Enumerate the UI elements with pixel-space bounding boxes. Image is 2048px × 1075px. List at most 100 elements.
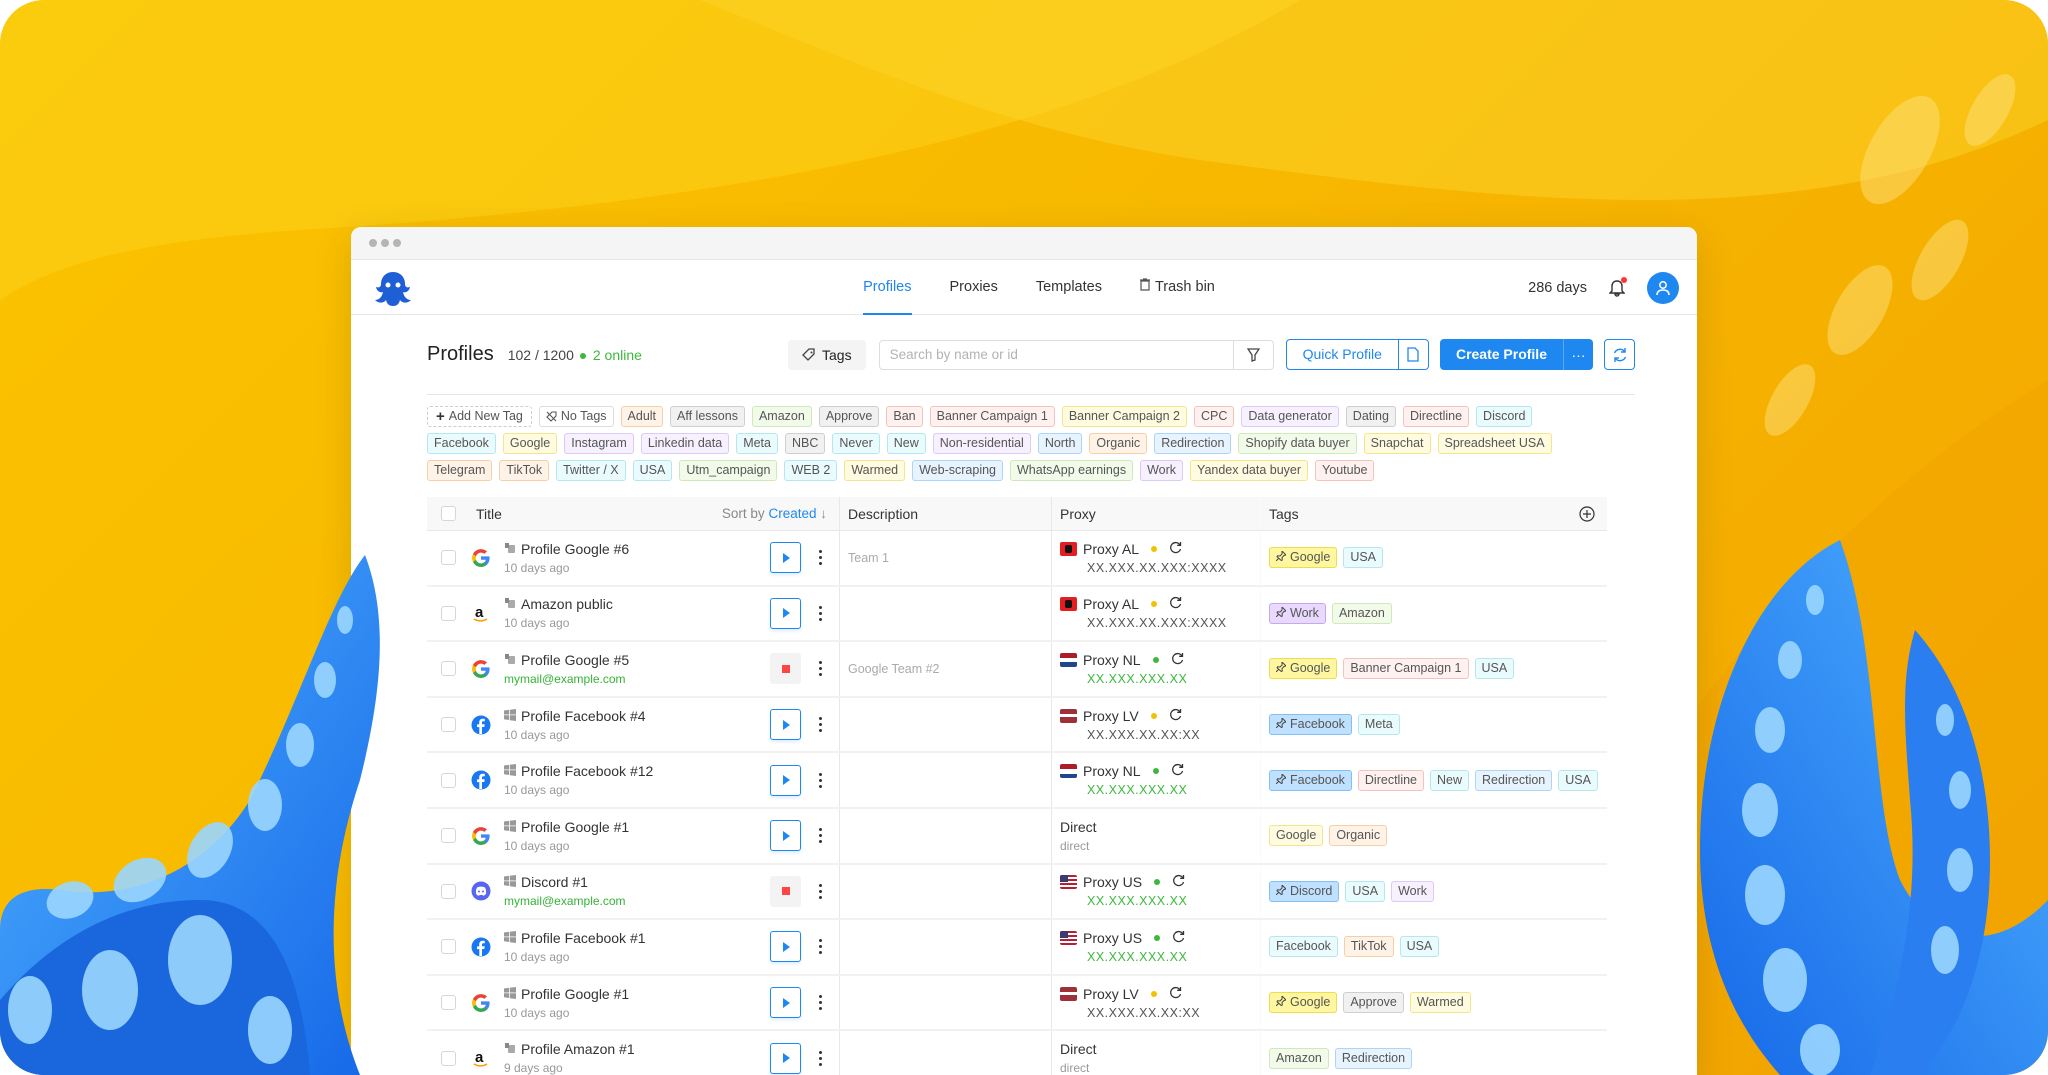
tag-filter-chip[interactable]: Discord [1476, 406, 1533, 427]
row-menu-button[interactable] [815, 995, 825, 1011]
proxy-refresh-icon[interactable] [1169, 541, 1182, 557]
profile-tag[interactable]: Redirection [1475, 769, 1553, 791]
tag-filter-chip[interactable]: Telegram [427, 460, 493, 481]
profile-tag[interactable]: Google [1269, 992, 1338, 1014]
profile-tag[interactable]: Amazon [1269, 1047, 1329, 1069]
tag-filter-chip[interactable]: Never [832, 433, 880, 454]
table-row[interactable]: Profile Facebook #1 10 days ago Proxy US XX… [427, 920, 1607, 976]
search-input[interactable] [879, 347, 1233, 362]
profile-tag[interactable]: USA [1558, 769, 1598, 791]
tag-filter-chip[interactable]: Ban [886, 406, 923, 427]
tag-filter-chip[interactable]: Directline [1402, 406, 1470, 427]
proxy-name[interactable]: Proxy NL [1083, 651, 1141, 668]
profile-tag[interactable]: Redirection [1334, 1047, 1413, 1069]
profile-tag[interactable]: USA [1343, 547, 1384, 569]
row-checkbox[interactable] [441, 605, 456, 621]
profile-name[interactable]: Discord #1 [504, 874, 770, 890]
window-dot[interactable] [369, 239, 377, 247]
proxy-name[interactable]: Proxy AL [1083, 540, 1140, 557]
tag-filter-chip[interactable]: Web-scraping [912, 460, 1003, 481]
start-button[interactable] [770, 597, 801, 629]
window-dot[interactable] [393, 239, 401, 247]
row-menu-button[interactable] [815, 828, 825, 844]
start-button[interactable] [770, 820, 801, 852]
row-menu-button[interactable] [815, 939, 825, 955]
profile-name[interactable]: Profile Facebook #4 [504, 708, 770, 724]
start-button[interactable] [770, 542, 801, 574]
tag-filter-chip[interactable]: Linkedin data [640, 433, 730, 454]
row-checkbox[interactable] [441, 939, 456, 955]
proxy-name[interactable]: Proxy LV [1083, 985, 1139, 1002]
row-checkbox[interactable] [441, 1050, 456, 1066]
start-button[interactable] [770, 709, 801, 741]
profile-tag[interactable]: Meta [1357, 714, 1400, 736]
tag-filter-chip[interactable]: CPC [1194, 406, 1235, 427]
start-button[interactable] [770, 1042, 801, 1074]
profile-name[interactable]: Profile Facebook #1 [504, 930, 770, 946]
tag-filter-chip[interactable]: North [1037, 433, 1083, 454]
row-checkbox[interactable] [441, 883, 456, 899]
proxy-name[interactable]: Proxy NL [1083, 763, 1141, 780]
table-row[interactable]: Profile Google #1 10 days ago Proxy LV XX.X… [427, 975, 1607, 1032]
profile-tag[interactable]: Facebook [1269, 769, 1352, 791]
profile-tag[interactable]: TikTok [1343, 936, 1394, 958]
bell-icon[interactable] [1608, 276, 1627, 297]
tab-profiles[interactable]: Profiles [863, 260, 912, 315]
tag-filter-chip[interactable]: New [886, 433, 926, 454]
tab-trash-bin[interactable]: Trash bin [1139, 260, 1215, 315]
tag-filter-chip[interactable]: Snapchat [1363, 433, 1431, 454]
tag-filter-chip[interactable]: Aff lessons [670, 406, 745, 427]
octopus-logo[interactable] [373, 270, 413, 313]
row-checkbox[interactable] [441, 550, 456, 566]
tag-filter-chip[interactable]: Utm_campaign [679, 460, 778, 481]
tag-filter-chip[interactable]: USA [632, 460, 673, 481]
table-row[interactable]: a Profile Amazon #1 9 days ago Direct direct… [427, 1031, 1607, 1075]
tag-filter-chip[interactable]: Data generator [1241, 406, 1339, 427]
row-menu-button[interactable] [815, 1050, 825, 1066]
proxy-name[interactable]: Proxy US [1083, 874, 1143, 891]
profile-tag[interactable]: Google [1269, 825, 1324, 847]
proxy-refresh-icon[interactable] [1169, 708, 1182, 724]
row-checkbox[interactable] [441, 828, 456, 844]
row-menu-button[interactable] [815, 661, 825, 677]
profile-tag[interactable]: Organic [1329, 825, 1388, 847]
profile-tag[interactable]: Discord [1269, 880, 1340, 902]
profile-name[interactable]: Profile Facebook #12 [504, 763, 770, 779]
tag-filter-chip[interactable]: Warmed [844, 460, 906, 481]
tag-filter-chip[interactable]: Instagram [564, 433, 634, 454]
file-icon[interactable] [1397, 340, 1428, 369]
proxy-name[interactable]: Proxy US [1083, 929, 1143, 946]
profile-tag[interactable]: Google [1269, 547, 1338, 569]
tag-filter-chip[interactable]: Amazon [751, 406, 812, 427]
tag-filter-chip[interactable]: Organic [1089, 433, 1148, 454]
row-menu-button[interactable] [815, 883, 825, 899]
profile-name[interactable]: Profile Google #1 [504, 819, 770, 835]
proxy-refresh-icon[interactable] [1169, 986, 1182, 1002]
no-tags-filter[interactable]: No Tags [538, 406, 614, 427]
tag-filter-chip[interactable]: Banner Campaign 2 [1061, 406, 1187, 427]
start-button[interactable] [770, 987, 801, 1019]
start-button[interactable] [770, 764, 801, 796]
tag-filter-chip[interactable]: Approve [818, 406, 880, 427]
profile-name[interactable]: Profile Amazon #1 [504, 1041, 770, 1057]
proxy-refresh-icon[interactable] [1172, 874, 1185, 890]
row-checkbox[interactable] [441, 995, 456, 1011]
filter-icon[interactable] [1232, 340, 1273, 369]
select-all-checkbox[interactable] [441, 506, 456, 521]
tag-filter-chip[interactable]: WhatsApp earnings [1010, 460, 1134, 481]
profile-name[interactable]: Amazon public [504, 596, 770, 612]
profile-tag[interactable]: Work [1269, 602, 1326, 624]
start-button[interactable] [770, 931, 801, 963]
avatar[interactable] [1647, 271, 1679, 304]
tag-filter-chip[interactable]: Spreadsheet USA [1437, 433, 1552, 454]
tab-templates[interactable]: Templates [1036, 260, 1102, 315]
stop-button[interactable] [770, 653, 801, 685]
proxy-refresh-icon[interactable] [1171, 652, 1184, 668]
profile-tag[interactable]: Amazon [1331, 602, 1392, 624]
profile-tag[interactable]: Facebook [1269, 936, 1338, 958]
proxy-refresh-icon[interactable] [1171, 763, 1184, 779]
tag-filter-chip[interactable]: Dating [1345, 406, 1396, 427]
tag-filter-chip[interactable]: Twitter / X [556, 460, 626, 481]
row-menu-button[interactable] [815, 772, 825, 788]
table-row[interactable]: Profile Google #1 10 days ago Direct direct… [427, 808, 1607, 865]
